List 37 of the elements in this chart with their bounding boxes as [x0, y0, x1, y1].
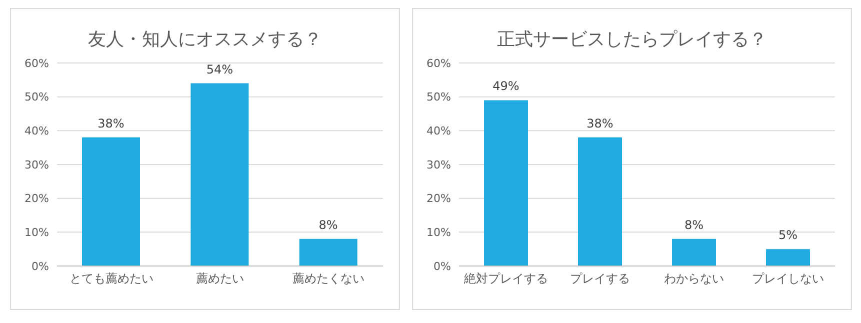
x-tick-label: 薦めたい: [196, 272, 244, 286]
chart-title: 正式サービスしたらプレイする？: [496, 28, 768, 51]
x-tick-label: 薦めたくない: [292, 272, 365, 286]
y-tick-label: 60%: [426, 56, 451, 70]
y-tick-label: 10%: [426, 226, 451, 240]
data-label: 38%: [98, 116, 124, 130]
x-tick-label: わからない: [664, 272, 724, 286]
bar: [766, 249, 810, 266]
x-tick-label: プレイしない: [752, 272, 824, 286]
bar: [578, 137, 622, 266]
data-label: 38%: [586, 116, 614, 130]
y-tick-label: 40%: [426, 124, 451, 138]
bar: [672, 238, 716, 266]
y-tick-label: 50%: [426, 90, 451, 104]
bar: [82, 137, 140, 266]
bar: [299, 238, 358, 266]
data-label: 5%: [778, 228, 798, 242]
data-label: 49%: [492, 79, 520, 94]
y-tick-label: 40%: [24, 124, 49, 138]
x-tick-label: プレイする: [570, 272, 630, 286]
y-tick-label: 50%: [24, 90, 49, 104]
y-tick-label: 0%: [434, 260, 451, 273]
y-tick-label: 60%: [24, 56, 49, 70]
data-label: 54%: [206, 62, 234, 76]
y-tick-label: 30%: [24, 158, 49, 172]
x-tick-label: とても薦めたい: [69, 272, 154, 286]
x-tick-label: 絶対プレイする: [463, 272, 548, 286]
data-label: 8%: [318, 218, 338, 232]
y-tick-label: 20%: [426, 192, 451, 206]
bar: [484, 100, 528, 266]
bar: [190, 83, 249, 266]
y-tick-label: 10%: [24, 226, 49, 240]
data-label: 8%: [684, 218, 704, 232]
y-tick-label: 20%: [24, 192, 49, 206]
y-tick-label: 0%: [32, 260, 49, 273]
y-tick-label: 30%: [426, 158, 451, 172]
chart-title: 友人・知人にオススメする？: [87, 28, 323, 51]
